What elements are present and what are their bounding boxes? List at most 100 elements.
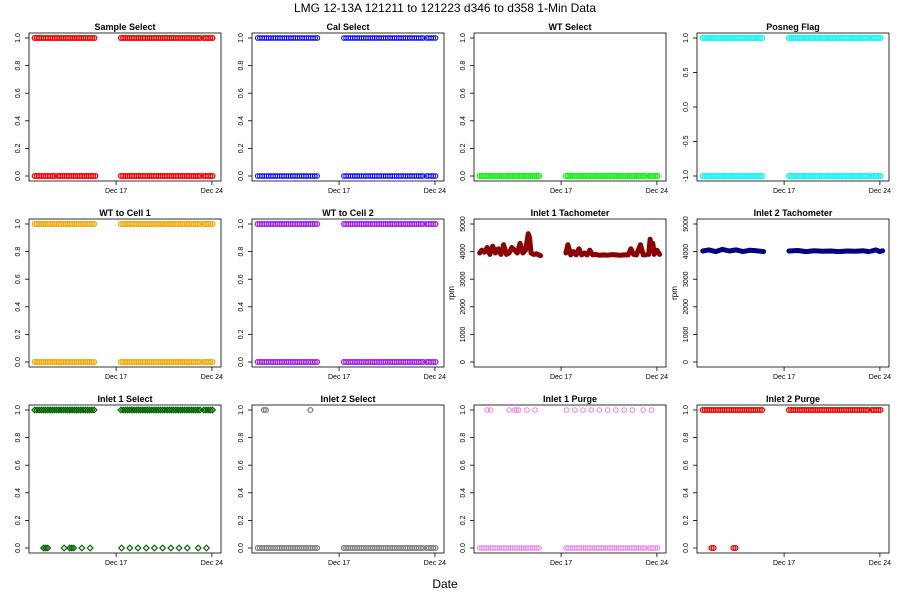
data-band — [31, 358, 98, 366]
data-band — [699, 406, 766, 414]
x-tick-label: Dec 17 — [328, 188, 350, 195]
panel-title: Cal Select — [326, 22, 369, 32]
data-point — [311, 358, 318, 366]
data-band — [340, 358, 427, 366]
y-tick-label: 0.2 — [15, 515, 22, 525]
x-tick-label: Dec 24 — [424, 188, 446, 195]
x-tick-label: Dec 24 — [646, 374, 668, 381]
data-band — [423, 544, 439, 552]
y-tick-label: 0.4 — [460, 488, 467, 498]
y-tick-label: 0.8 — [15, 433, 22, 443]
data-point — [206, 406, 214, 414]
data-band — [645, 545, 661, 551]
data-point — [307, 406, 314, 414]
x-tick-label: Dec 24 — [869, 374, 891, 381]
data-point — [875, 172, 882, 180]
plot-frame — [28, 404, 222, 554]
data-point — [640, 407, 647, 413]
data-point — [621, 407, 627, 413]
y-tick-label: 0.6 — [238, 274, 245, 284]
data-point — [86, 544, 94, 552]
data-point — [642, 172, 649, 180]
data-point — [756, 406, 763, 414]
panel-grid: Sample Select 0.0 0.2 0.4 0.6 0.8 1.0 Dec 17 Dec… — [15, 22, 891, 567]
data-point — [150, 544, 159, 552]
data-point — [51, 172, 58, 180]
data-point — [89, 34, 96, 42]
chart-panel: Sample Select 0.0 0.2 0.4 0.6 0.8 1.0 Dec 17 Dec… — [15, 22, 223, 195]
data-point — [862, 172, 869, 180]
y-tick-label: 0.0 — [238, 357, 245, 367]
data-point — [194, 358, 201, 366]
y-tick-label: 0.4 — [238, 488, 245, 498]
data-point — [759, 406, 766, 414]
data-point — [532, 407, 538, 413]
data-point — [194, 172, 201, 180]
data-point — [209, 172, 216, 180]
chart-panel: WT to Cell 1 0.0 0.2 0.4 0.6 0.8 1.0 Dec 17 Dec … — [15, 208, 223, 381]
data-point — [88, 358, 95, 366]
plot-frame — [251, 404, 445, 554]
panel-title: Inlet 1 Tachometer — [531, 208, 610, 218]
y-tick-label: 0.0 — [683, 543, 690, 553]
data-point — [312, 35, 319, 41]
data-point — [732, 544, 739, 552]
y-tick-label: 3000 — [683, 271, 690, 287]
data-band — [200, 172, 216, 180]
y-tick-label: 0.2 — [460, 143, 467, 153]
data-point — [865, 406, 872, 414]
chart-panel: Cal Select 0.0 0.2 0.4 0.6 0.8 1.0 Dec 17 Dec 24 — [238, 22, 446, 195]
y-tick-label: 0.2 — [238, 143, 245, 153]
chart-panel: Inlet 1 Purge 0.0 0.2 0.4 0.6 0.8 1.0 Dec 17 Dec… — [460, 394, 668, 567]
data-point — [126, 544, 134, 552]
data-band — [31, 406, 98, 414]
data-point — [90, 406, 98, 414]
chart-panel: Posneg Flag -1.0 -0.5 0.0 0.5 1.0 Dec 17 Dec 24 — [683, 22, 891, 195]
data-point — [314, 220, 321, 228]
data-band — [31, 220, 98, 228]
data-line — [700, 246, 767, 255]
data-point — [629, 407, 636, 413]
data-point — [209, 220, 216, 228]
y-tick-label: 0.0 — [15, 171, 22, 181]
data-band — [200, 220, 216, 228]
x-tick-label: Dec 17 — [550, 188, 572, 195]
data-point — [183, 544, 191, 552]
x-tick-label: Dec 24 — [201, 188, 223, 195]
y-tick-label: 0.0 — [15, 543, 22, 553]
data-point — [420, 358, 427, 366]
data-point — [194, 406, 202, 414]
x-tick-label: Dec 24 — [424, 374, 446, 381]
data-band — [254, 35, 274, 41]
x-tick-label: Dec 17 — [550, 374, 572, 381]
chart-panel: Inlet 1 Select 0.0 0.2 0.4 0.6 0.8 1.0 Dec 17 De… — [15, 394, 223, 567]
data-point — [524, 407, 530, 413]
data-point — [194, 34, 201, 42]
data-point — [420, 35, 426, 41]
data-band — [785, 34, 872, 42]
data-band — [645, 172, 661, 180]
data-point — [862, 34, 869, 42]
data-point — [207, 220, 214, 228]
y-tick-label: -1.0 — [683, 170, 690, 182]
panel-title: Posneg Flag — [766, 22, 820, 32]
data-point — [515, 407, 522, 413]
data-point — [91, 220, 98, 228]
data-point — [571, 407, 578, 413]
data-point — [877, 172, 884, 180]
y-tick-label: 1.0 — [238, 33, 245, 43]
y-tick-label: 0 — [460, 360, 467, 364]
chart-panel: Inlet 1 Tachometer 0 1000 2000 3000 4000 5000 D… — [447, 208, 668, 381]
data-point — [207, 172, 214, 180]
data-point — [533, 172, 540, 180]
data-point — [877, 406, 884, 414]
data-band — [699, 34, 766, 42]
y-tick-label: 1000 — [460, 327, 467, 343]
data-point — [208, 406, 217, 414]
data-point — [588, 407, 595, 413]
plot-frame — [696, 218, 890, 368]
y-tick-label: 0.6 — [683, 460, 690, 470]
data-point — [417, 358, 424, 366]
y-tick-label: 1.0 — [683, 33, 690, 43]
data-point — [432, 544, 439, 552]
